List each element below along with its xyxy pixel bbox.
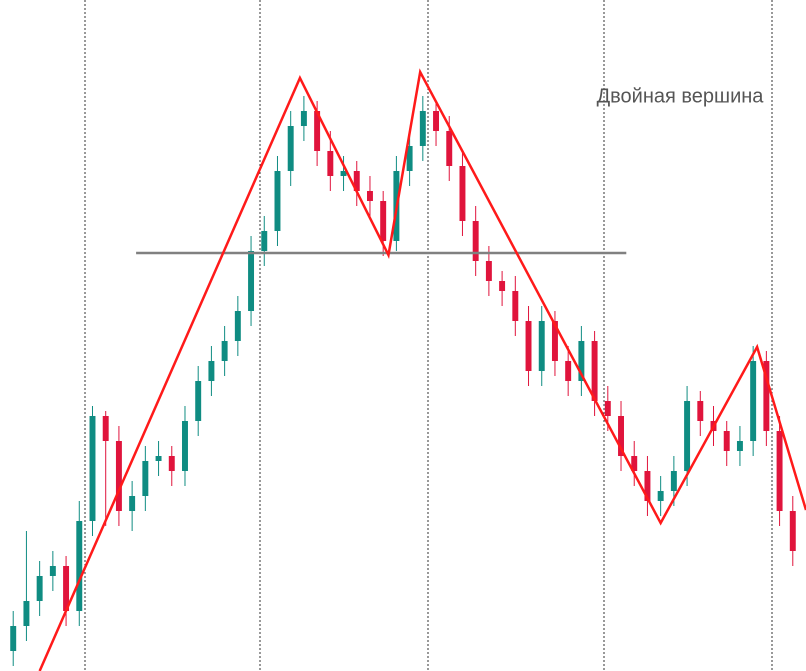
- candle-body: [340, 171, 347, 176]
- candle-body: [736, 441, 743, 451]
- candle-body: [261, 231, 268, 251]
- candle-body: [142, 461, 149, 496]
- candle-body: [300, 111, 307, 126]
- candle-body: [102, 416, 109, 441]
- candle-body: [538, 321, 545, 371]
- candle-body: [208, 361, 215, 381]
- candle-body: [670, 471, 677, 491]
- annotation: Двойная вершина: [597, 85, 765, 107]
- candle-body: [314, 111, 321, 151]
- candle-body: [657, 491, 664, 501]
- candle-body: [604, 401, 611, 416]
- candle-body: [644, 471, 651, 501]
- candle-body: [23, 601, 30, 626]
- candle-body: [565, 361, 572, 381]
- candle-body: [578, 341, 585, 381]
- candle-body: [789, 511, 796, 551]
- candle-body: [512, 291, 519, 321]
- candle-body: [115, 441, 122, 511]
- candle-body: [234, 311, 241, 341]
- candle-body: [89, 416, 96, 521]
- candle-body: [433, 111, 440, 131]
- candle-body: [591, 341, 598, 401]
- zigzag-line: [38, 68, 806, 671]
- candle-body: [697, 401, 704, 421]
- candle-body: [195, 381, 202, 421]
- candle-body: [406, 146, 413, 171]
- candle-body: [274, 171, 281, 231]
- candle-body: [76, 521, 83, 611]
- candle-body: [221, 341, 228, 361]
- candle-body: [485, 261, 492, 281]
- candle-body: [419, 111, 426, 146]
- candle-body: [750, 361, 757, 441]
- candle-body: [10, 626, 17, 651]
- candle-body: [684, 401, 691, 471]
- candle-body: [499, 281, 506, 291]
- candle-body: [723, 431, 730, 451]
- candle-body: [763, 361, 770, 431]
- candle-body: [248, 251, 255, 311]
- candle-body: [49, 566, 56, 576]
- candle-body: [776, 431, 783, 511]
- candle-body: [459, 166, 466, 221]
- candle-body: [327, 151, 334, 176]
- candle-body: [155, 456, 162, 461]
- candle-body: [446, 131, 453, 166]
- candle-body: [182, 421, 188, 471]
- candle-body: [525, 321, 532, 371]
- candle-body: [380, 201, 387, 241]
- candle-body: [472, 221, 479, 261]
- candle-body: [36, 576, 43, 601]
- candle-body: [168, 456, 175, 471]
- candle-body: [129, 496, 136, 511]
- candle-body: [631, 456, 638, 471]
- candle-body: [366, 191, 373, 201]
- candle-body: [551, 321, 558, 361]
- candle-body: [618, 416, 624, 456]
- candle-body: [353, 171, 360, 191]
- candle-body: [63, 566, 70, 611]
- candle-body: [287, 126, 294, 171]
